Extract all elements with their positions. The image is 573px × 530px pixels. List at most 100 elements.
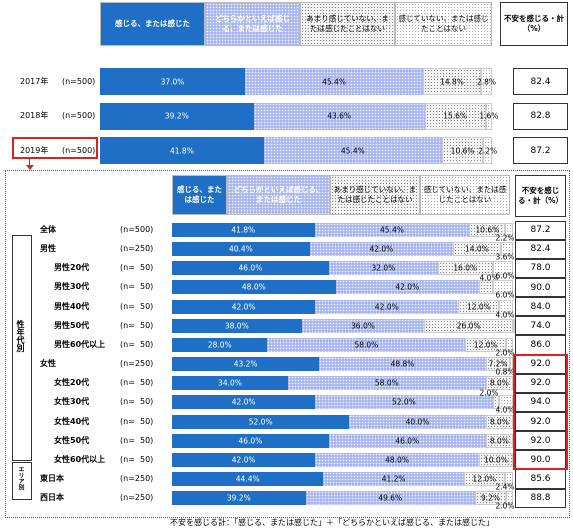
footnote: 不安を感じる計：「感じる、または感じた」＋「どちらかといえば感じる、または感じた…	[170, 518, 494, 527]
value-label: 46.0%	[238, 263, 263, 273]
value-label: 44.4%	[235, 474, 260, 484]
value-label: 12.0%	[466, 301, 491, 311]
value-label: 42.0%	[369, 244, 394, 254]
n-label: (n=250)	[120, 359, 154, 369]
value-label: 4.0%	[495, 405, 515, 415]
value-label: 2.2%	[478, 145, 498, 155]
value-label: 26.0%	[456, 321, 481, 330]
value-label: 4.0%	[495, 309, 515, 319]
row-label: 男性40代	[54, 301, 90, 311]
legend-item: どちらかといえば感じる、または感じた	[227, 175, 330, 215]
value-label: 52.0%	[391, 397, 416, 407]
bar-segment	[485, 414, 513, 429]
value-label: 10.6%	[450, 145, 475, 155]
bar-segment	[424, 102, 486, 130]
legend-item: 感じていない、または感じたことはない	[395, 2, 492, 46]
bar-segment	[465, 337, 507, 352]
n-label: (n=250)	[120, 473, 154, 483]
total-value: 85.6	[515, 469, 566, 489]
bar-segment	[485, 102, 492, 130]
bar-segment	[328, 433, 486, 448]
bar-segment	[423, 68, 482, 95]
bar-segment	[172, 395, 316, 410]
row-label: 東日本	[40, 473, 64, 483]
n-label: (n=500)	[62, 76, 96, 86]
value-label: 0.8%	[495, 367, 515, 377]
bar-segment	[505, 223, 513, 237]
legend-item: 感じる、または感じた	[100, 2, 205, 46]
bar-segment	[485, 357, 511, 372]
bar-segment	[172, 376, 288, 391]
bar-segment	[301, 318, 425, 333]
bar-segment	[172, 318, 302, 333]
n-label: (n= 50)	[120, 263, 154, 273]
bar-segment	[263, 137, 442, 164]
bar-segment	[172, 414, 350, 429]
total-value: 86.0	[515, 335, 566, 355]
n-label: (n= 50)	[120, 301, 154, 311]
bar-segment	[474, 491, 507, 506]
arrow-head	[26, 165, 34, 170]
value-label: 58.0%	[374, 378, 399, 388]
value-label: 2.0%	[495, 348, 515, 358]
bar-segment	[492, 261, 513, 276]
value-label: 42.0%	[231, 455, 256, 465]
bar-segment	[305, 491, 475, 506]
total-value: 84.0	[515, 297, 566, 317]
legend-item: あまり感じていない、または感じたことはない	[300, 2, 395, 46]
value-label: 1.6%	[479, 111, 499, 121]
n-label: (n=500)	[62, 145, 96, 155]
group-box	[12, 235, 32, 461]
value-label: 32.0%	[371, 263, 396, 273]
n-label: (n= 50)	[120, 339, 154, 349]
value-label: 48.0%	[241, 282, 266, 292]
total-value: 78.0	[515, 258, 566, 278]
legend-item: あまり感じていない、または感じたことはない	[330, 175, 420, 215]
bar-segment	[172, 357, 320, 372]
value-label: 37.0%	[160, 76, 185, 86]
n-label: (n=250)	[120, 244, 154, 254]
totals-header: 不安を感じる・計（%）	[515, 175, 566, 217]
value-label: 46.0%	[238, 435, 263, 445]
total-value: 92.0	[515, 373, 566, 393]
value-label: 41.2%	[381, 474, 406, 484]
value-label: 42.0%	[374, 301, 399, 311]
value-label: 4.0%	[479, 273, 499, 283]
bar-segment	[478, 452, 513, 467]
bar-segment	[441, 137, 484, 164]
row-label: 西日本	[40, 493, 64, 503]
value-label: 39.2%	[164, 111, 189, 121]
bar-segment	[492, 280, 513, 295]
row-label: 2018年	[20, 111, 49, 120]
value-label: 38.0%	[224, 321, 249, 330]
value-label: 6.0%	[495, 271, 515, 281]
bar-segment	[315, 395, 493, 410]
value-label: 14.0%	[464, 244, 489, 254]
total-value: 94.0	[515, 392, 566, 412]
bar-segment	[335, 280, 479, 295]
bar-segment	[315, 299, 459, 314]
bar-segment	[172, 242, 310, 257]
bar-segment	[172, 261, 329, 276]
total-value: 82.8	[513, 102, 568, 130]
value-label: 45.4%	[340, 145, 365, 155]
value-label: 2.0%	[495, 501, 515, 511]
totals-header: 不安を感じる・計（%）	[500, 2, 568, 46]
total-value: 90.0	[515, 277, 566, 298]
row-label: 全体	[40, 225, 56, 234]
value-label: 15.6%	[443, 111, 468, 121]
value-label: 45.4%	[322, 76, 346, 86]
highlight-2019	[12, 137, 98, 159]
row-label: 2019年	[20, 145, 49, 155]
n-label: (n= 50)	[120, 378, 154, 388]
bar-segment	[499, 395, 513, 410]
bar-segment	[328, 261, 438, 276]
value-label: 8.0%	[489, 416, 509, 426]
bar-segment	[315, 452, 479, 467]
total-value: 82.4	[513, 68, 568, 95]
value-label: 43.2%	[233, 359, 258, 369]
value-label: 16.0%	[453, 263, 478, 273]
value-label: 41.8%	[170, 145, 194, 155]
value-label: 2.0%	[479, 388, 499, 398]
bar-segment	[172, 433, 329, 448]
